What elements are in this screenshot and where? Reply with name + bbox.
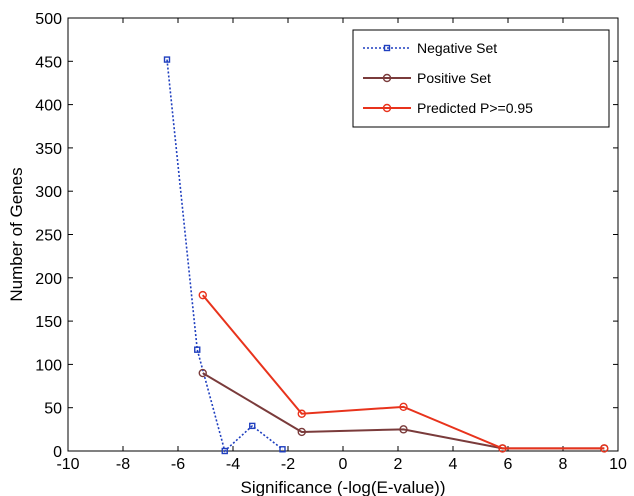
x-tick-label: -8 — [116, 456, 130, 473]
x-tick-label: 0 — [339, 456, 348, 473]
data-point — [399, 402, 408, 412]
series-0 — [163, 56, 286, 455]
x-tick-label: 10 — [609, 456, 627, 473]
legend-entry-label: Positive Set — [417, 70, 491, 86]
data-point — [198, 290, 207, 300]
data-point — [279, 446, 286, 453]
y-tick-label: 150 — [35, 314, 62, 331]
series-2 — [198, 290, 609, 453]
data-point — [297, 427, 306, 437]
legend-marker — [382, 103, 392, 113]
x-tick-label: 4 — [449, 456, 458, 473]
data-point — [163, 56, 171, 63]
legend-marker — [382, 73, 392, 83]
y-tick-label: 400 — [35, 98, 62, 115]
y-tick-label: 450 — [35, 54, 62, 71]
x-tick-label: 8 — [559, 456, 568, 473]
y-tick-label: 300 — [35, 184, 62, 201]
data-point — [600, 444, 609, 453]
data-point — [194, 346, 201, 353]
y-tick-label: 250 — [35, 228, 62, 245]
x-tick-label: -10 — [56, 456, 79, 473]
data-point — [198, 368, 207, 378]
series-line — [166, 59, 283, 453]
legend-entry-label: Negative Set — [417, 40, 497, 56]
x-tick-label: -6 — [171, 456, 185, 473]
y-tick-label: 0 — [53, 444, 62, 461]
y-tick-label: 200 — [35, 271, 62, 288]
plot-area: -10 -8 -6 -4 -2 0 2 4 6 8 100501001502002503003504… — [35, 11, 627, 473]
y-axis-label: Number of Genes — [7, 167, 26, 301]
x-tick-label: -2 — [281, 456, 295, 473]
data-point — [221, 447, 228, 455]
data-point — [249, 422, 256, 430]
legend: Negative Set Positive Set Predicted P>=0.9… — [352, 29, 610, 128]
y-tick-label: 500 — [35, 11, 62, 28]
y-tick-label: 50 — [44, 401, 62, 418]
y-tick-label: 100 — [35, 357, 62, 374]
data-point — [498, 444, 507, 453]
y-tick-label: 350 — [35, 141, 62, 158]
data-point — [297, 409, 306, 418]
series-line — [201, 294, 605, 450]
x-tick-label: 6 — [504, 456, 513, 473]
legend-marker — [383, 44, 391, 52]
data-point — [399, 425, 408, 434]
legend-entry-label: Predicted P>=0.95 — [417, 100, 533, 116]
x-tick-label: 2 — [394, 456, 403, 473]
x-tick-label: -4 — [226, 456, 240, 473]
x-axis-label: Significance (-log(E-value)) — [240, 478, 445, 496]
